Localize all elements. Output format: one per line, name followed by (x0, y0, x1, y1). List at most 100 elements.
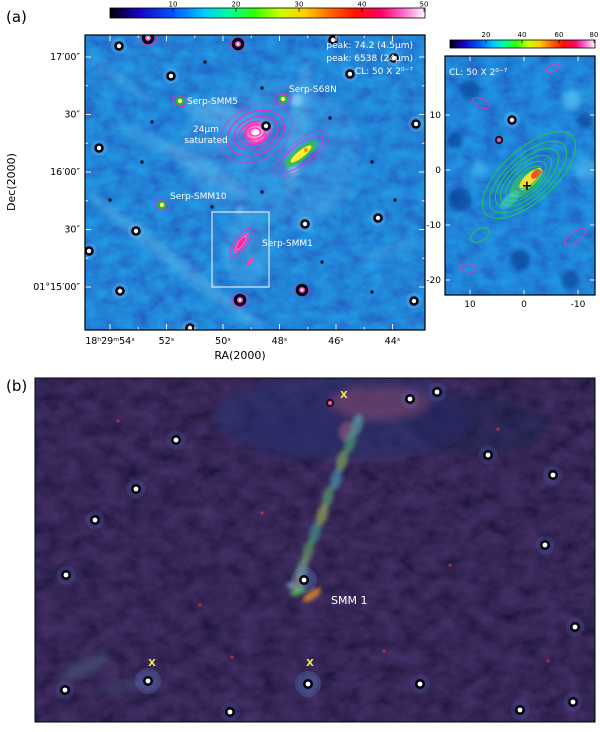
colorbar-tick: 40 (518, 31, 527, 39)
star (258, 118, 274, 134)
star (56, 565, 76, 585)
source-label-smm5: Serp-SMM5 (187, 97, 238, 107)
x-marker: X (340, 390, 348, 401)
x-axis-title: RA(2000) (214, 349, 265, 362)
pink-star (233, 293, 247, 307)
star (406, 293, 422, 309)
inset-x-tick: 0 (521, 300, 527, 310)
colorbar-tick: 40 (358, 1, 367, 9)
star (182, 320, 198, 330)
colorbar-tick: 10 (169, 1, 178, 9)
star (55, 680, 75, 700)
star (297, 216, 313, 232)
star (220, 702, 240, 722)
star (112, 283, 128, 299)
magenta-contours-saturated (219, 102, 293, 164)
pink-source (325, 398, 335, 408)
star (126, 479, 146, 499)
peak-annotation-24um: peak: 6538 (24μm) (326, 54, 413, 64)
star (408, 116, 424, 132)
panel-b-image: X X X SMM 1 (35, 378, 595, 722)
x-tick: 52ˢ (159, 336, 175, 347)
colorbar-a-bar (109, 7, 426, 19)
star (504, 112, 520, 128)
green-source (278, 94, 288, 104)
panel-b-label: (b) (6, 377, 27, 395)
dark-dot (320, 260, 324, 264)
smm1-label-b: SMM 1 (331, 594, 367, 607)
x-tick: 18ʰ29ᵐ54ˢ (85, 336, 135, 347)
dark-dot (328, 116, 332, 120)
x-marker: X (148, 658, 156, 669)
star (400, 389, 420, 409)
panel-a-image: peak: 74.2 (4.5μm) peak: 6538 (24μm) CL:… (85, 35, 425, 330)
x-tick: 48ˢ (272, 336, 288, 347)
star (111, 38, 127, 54)
panel-a-tickmarks (85, 35, 425, 330)
dark-dot (210, 205, 214, 209)
star (563, 692, 583, 712)
star (535, 535, 555, 555)
inset-x-tick: -10 (571, 300, 586, 310)
star (565, 617, 585, 637)
inset-panel: 20 40 60 80 (426, 31, 598, 310)
y-tick: 30″ (64, 225, 80, 236)
center-marker: + (522, 179, 533, 194)
colorbar-tick: 20 (232, 1, 241, 9)
star (298, 674, 318, 694)
x-tick: 46ˢ (328, 336, 344, 347)
dark-dot (260, 86, 264, 90)
peak-annotation-45um: peak: 74.2 (4.5μm) (326, 41, 413, 51)
inset-x-tick: 10 (464, 300, 476, 310)
magenta-contours-smm1 (229, 228, 253, 258)
y-tick: 17′00″ (50, 52, 80, 63)
saturated-label-line2: saturated (184, 136, 227, 146)
inset-magenta-contours (459, 63, 587, 273)
y-axis-title: Dec(2000) (5, 153, 18, 211)
dark-dot (140, 160, 144, 164)
smm1-region-box (211, 211, 270, 288)
inset-y-tick: 10 (430, 111, 442, 121)
pink-star (141, 35, 155, 45)
colorbar-tick: 20 (482, 31, 491, 39)
panel-b-frame (34, 377, 596, 723)
star (85, 510, 105, 530)
star (543, 465, 563, 485)
star (427, 382, 447, 402)
inset-y-tick: -10 (426, 221, 441, 231)
star (294, 570, 314, 590)
colorbar-tick: 80 (590, 31, 599, 39)
green-source (175, 96, 185, 106)
saturated-label-line1: 24μm (193, 125, 219, 135)
source-label-smm1: Serp-SMM1 (262, 239, 313, 249)
star (166, 430, 186, 450)
source-label-smm10: Serp-SMM10 (170, 192, 227, 202)
dark-dot (370, 290, 374, 294)
star (410, 674, 430, 694)
dark-dot (260, 190, 264, 194)
star (85, 243, 97, 259)
x-tick: 50ˢ (215, 336, 231, 347)
star (138, 671, 158, 691)
pink-star (295, 283, 309, 297)
x-marker: X (306, 658, 314, 669)
star-field-b (55, 382, 585, 722)
colorbar-a: 10 20 30 40 50 (109, 1, 428, 19)
inset-cyan-patches (471, 90, 595, 182)
colorbar-a-ticks (172, 8, 425, 12)
pink-source (494, 135, 504, 145)
inset-y-tick: -20 (426, 276, 441, 286)
dark-dot (150, 120, 154, 124)
colorbar-tick: 30 (295, 1, 304, 9)
star (91, 140, 107, 156)
green-contours (470, 131, 577, 243)
red-dots (116, 419, 550, 663)
smm1-blob (233, 232, 254, 267)
colorbar-inset-bar (449, 39, 596, 49)
dark-dot (370, 160, 374, 164)
inset-y-tick: 0 (435, 166, 441, 176)
y-tick: 30″ (64, 110, 80, 121)
inset-image: CL: 50 X 2⁰⁻⁷ + (445, 56, 595, 295)
star (370, 210, 386, 226)
